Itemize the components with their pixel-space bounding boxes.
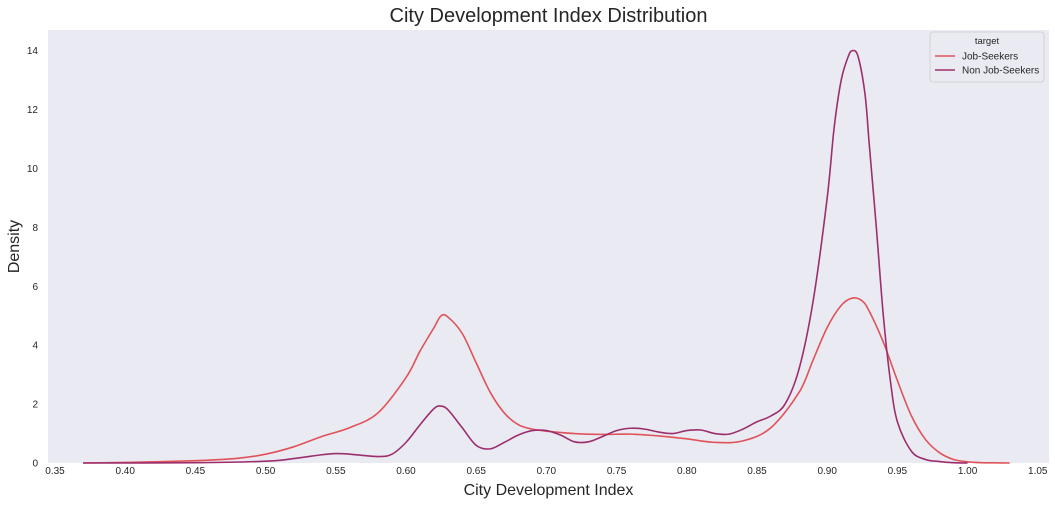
x-tick-label: 0.65 (466, 466, 486, 477)
y-tick-label: 12 (27, 105, 39, 116)
x-tick-label: 0.70 (537, 466, 557, 477)
x-tick-label: 0.95 (888, 466, 908, 477)
x-tick-label: 0.35 (45, 466, 65, 477)
plot-area (48, 30, 1049, 463)
x-tick-label: 0.60 (396, 466, 416, 477)
x-axis-title: City Development Index (464, 482, 634, 499)
y-tick-label: 6 (32, 282, 38, 293)
series-lines (83, 49, 1010, 464)
legend-title: target (975, 36, 1000, 47)
x-tick-label: 0.55 (326, 466, 346, 477)
y-tick-label: 8 (32, 223, 38, 234)
y-tick-label: 0 (32, 459, 38, 470)
y-axis-ticks: 0 2 4 6 8 10 12 14 (27, 46, 39, 469)
series-line-non-job-seekers (83, 49, 968, 464)
legend: target Job-Seekers Non Job-Seekers (929, 31, 1045, 83)
x-tick-label: 0.45 (186, 466, 206, 477)
legend-label: Non Job-Seekers (962, 66, 1039, 77)
legend-items: Job-Seekers Non Job-Seekers (935, 52, 1039, 77)
y-tick-label: 10 (27, 164, 39, 175)
x-tick-label: 0.50 (256, 466, 276, 477)
x-axis-ticks: 0.35 0.40 0.45 0.50 0.55 0.60 0.65 0.70 0.75 0.80… (45, 466, 1048, 477)
series-line-job-seekers (83, 297, 1010, 464)
y-tick-label: 14 (27, 46, 39, 57)
x-tick-label: 0.80 (677, 466, 697, 477)
y-axis-title: Density (6, 220, 23, 273)
y-tick-label: 2 (32, 400, 38, 411)
legend-label: Job-Seekers (962, 52, 1018, 63)
y-tick-label: 4 (32, 341, 38, 352)
x-tick-label: 0.40 (115, 466, 135, 477)
x-tick-label: 0.90 (817, 466, 837, 477)
x-tick-label: 1.05 (1028, 466, 1048, 477)
x-tick-label: 0.85 (747, 466, 767, 477)
chart-title: City Development Index Distribution (390, 5, 708, 27)
x-tick-label: 1.00 (958, 466, 978, 477)
legend-box (929, 31, 1045, 83)
x-tick-label: 0.75 (607, 466, 627, 477)
